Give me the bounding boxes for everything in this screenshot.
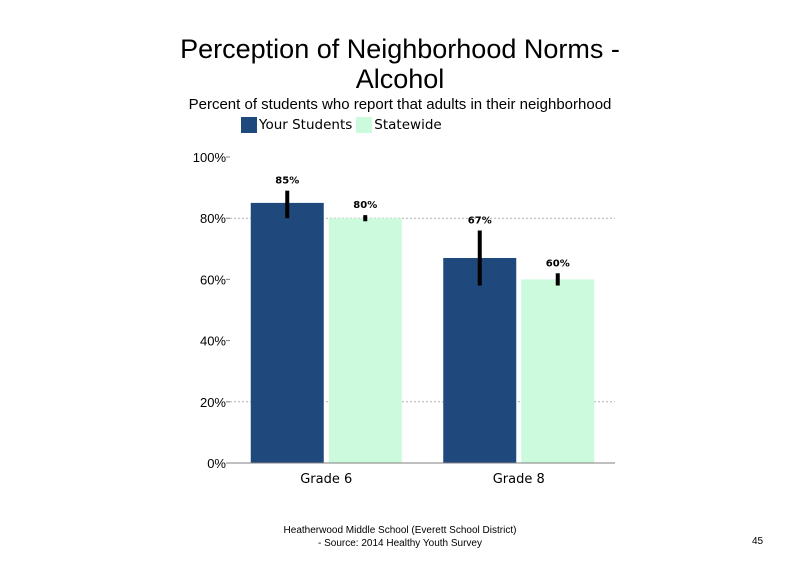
- data-label: 85%: [275, 176, 299, 187]
- legend-item-your-students: Your Students: [241, 117, 352, 133]
- bar: [443, 257, 517, 463]
- footer-source: - Source: 2014 Healthy Youth Survey: [318, 538, 482, 549]
- legend-label-statewide: Statewide: [374, 117, 442, 133]
- y-tick-label: 60%: [200, 272, 226, 287]
- legend-label-your-students: Your Students: [259, 117, 353, 133]
- chart-subtitle: Percent of students who report that adul…: [188, 96, 612, 113]
- y-tick-label: 20%: [200, 395, 226, 410]
- y-tick-label: 80%: [200, 211, 226, 226]
- bar: [328, 218, 402, 463]
- legend-item-statewide: Statewide: [356, 117, 442, 133]
- bar: [521, 279, 595, 463]
- footer: Heatherwood Middle School (Everett Schoo…: [200, 524, 600, 550]
- data-label: 67%: [468, 215, 492, 226]
- footer-school: Heatherwood Middle School (Everett Schoo…: [283, 525, 517, 536]
- legend-swatch-your-students: [241, 117, 257, 133]
- data-label: 60%: [546, 258, 570, 269]
- y-tick-label: 0%: [207, 456, 226, 471]
- bar: [250, 202, 324, 463]
- y-tick-label: 100%: [193, 150, 227, 165]
- legend: Your Students Statewide: [241, 117, 446, 133]
- page-number: 45: [752, 536, 764, 547]
- legend-swatch-statewide: [356, 117, 373, 133]
- title-line-2: Alcohol: [355, 64, 445, 94]
- title-line-1: Perception of Neighborhood Norms -: [180, 34, 620, 64]
- x-tick-label: Grade 8: [493, 472, 545, 487]
- data-label: 80%: [353, 200, 377, 211]
- chart-title: Perception of Neighborhood Norms - Alcoh…: [100, 34, 700, 94]
- x-tick-label: Grade 6: [300, 472, 352, 487]
- y-tick-label: 40%: [200, 334, 226, 349]
